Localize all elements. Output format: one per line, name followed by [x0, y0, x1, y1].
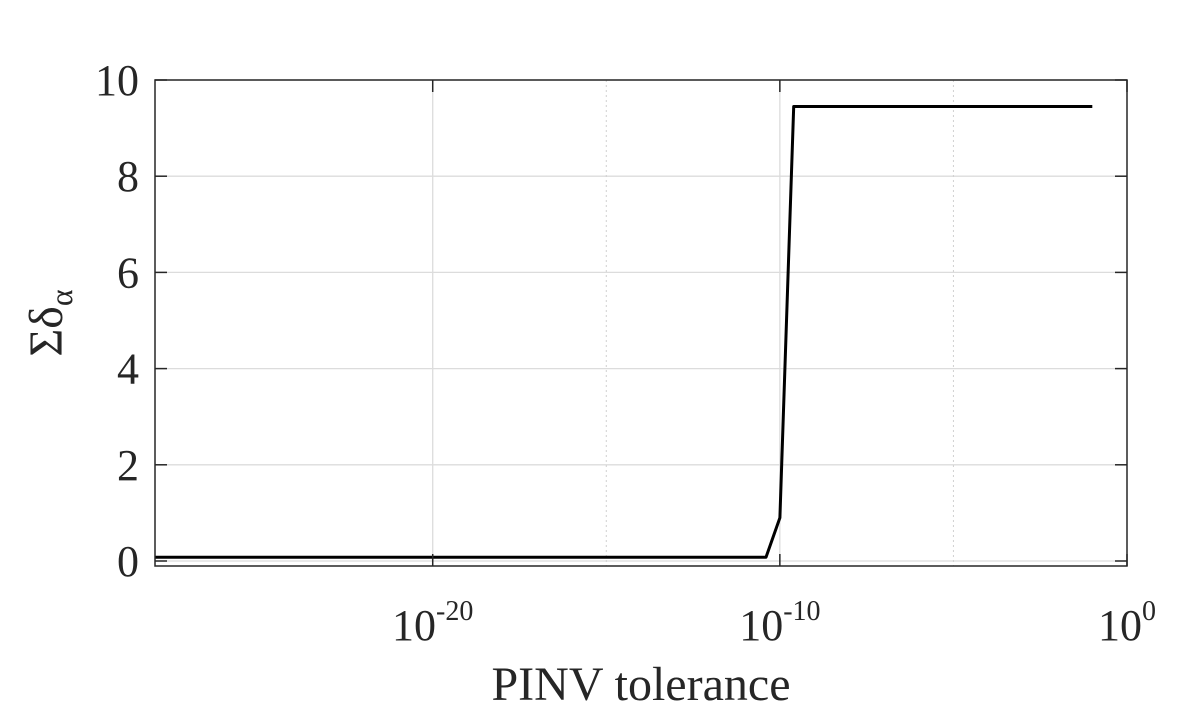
x-tick-label-base: 10 [1098, 601, 1142, 650]
grid-layer [155, 79, 1127, 566]
x-tick-label: 10-10 [739, 596, 820, 650]
y-axis-title: Σδα [20, 289, 79, 357]
y-axis-title-symbol: Σδ [20, 306, 73, 357]
x-tick-label-base: 10 [739, 601, 783, 650]
x-tick-label: 10-20 [392, 596, 473, 650]
y-tick-label: 2 [117, 441, 139, 490]
y-tick-label: 8 [117, 152, 139, 201]
y-tick-label: 4 [117, 345, 139, 394]
y-tick-label: 0 [117, 537, 139, 586]
series-layer [155, 105, 1093, 559]
x-tick-label: 100 [1098, 596, 1156, 650]
y-axis-title-subscript: α [43, 289, 79, 306]
y-tick-label: 6 [117, 248, 139, 297]
ticks-layer [155, 79, 1128, 566]
axes-box [154, 79, 1128, 567]
series-line [155, 105, 1093, 559]
x-tick-label-exponent: -20 [436, 596, 473, 627]
x-axis-title: PINV tolerance [491, 658, 790, 711]
y-tick-label: 10 [95, 56, 139, 105]
x-tick-label-exponent: 0 [1142, 596, 1156, 627]
x-tick-label-base: 10 [392, 601, 436, 650]
x-tick-label-exponent: -10 [783, 596, 820, 627]
